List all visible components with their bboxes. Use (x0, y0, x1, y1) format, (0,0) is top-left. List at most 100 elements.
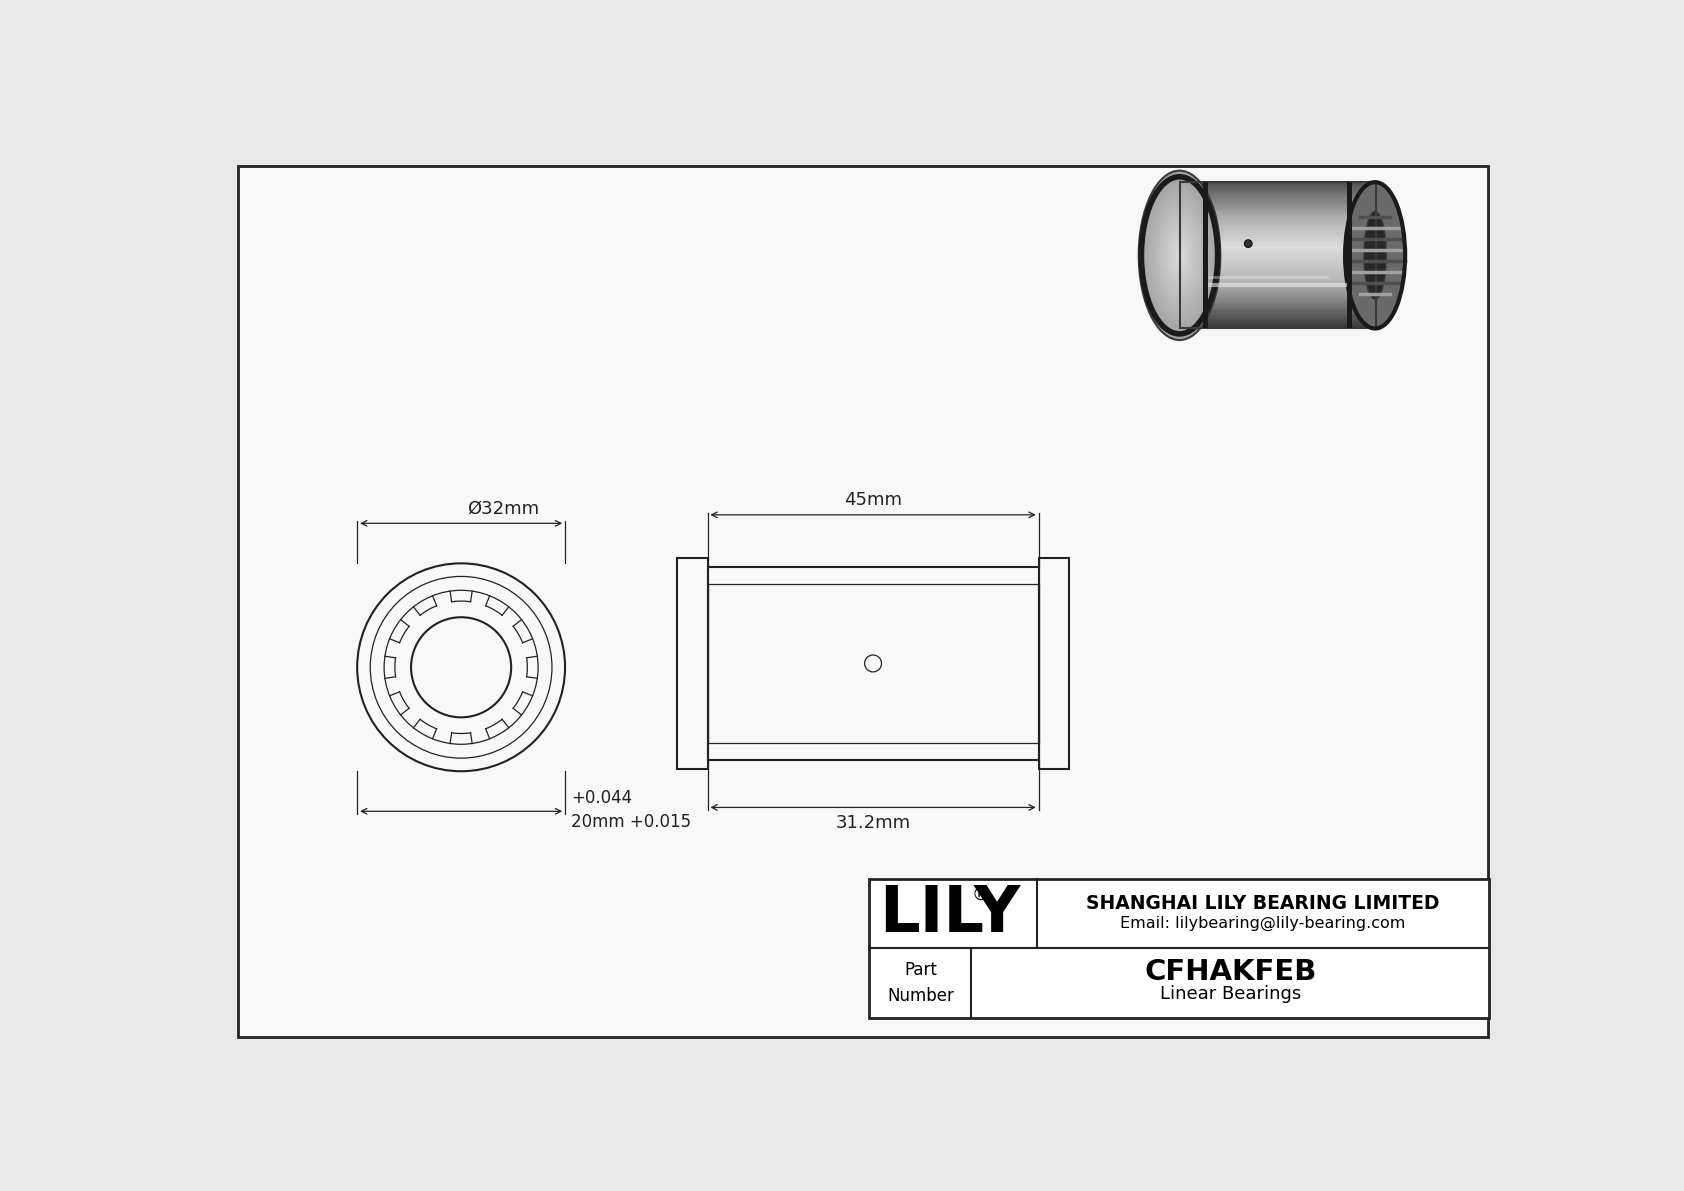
Bar (1179, 289, 1376, 292)
Bar (1179, 278, 1376, 280)
Bar (1179, 217, 1376, 219)
Bar (1179, 245, 1376, 248)
Bar (1179, 297, 1376, 299)
Ellipse shape (1167, 227, 1192, 283)
Ellipse shape (1346, 182, 1404, 329)
Bar (1179, 194, 1376, 197)
Text: CFHAKFEB: CFHAKFEB (1143, 959, 1317, 986)
Bar (1179, 201, 1376, 204)
Bar (1179, 182, 1376, 329)
Ellipse shape (1169, 235, 1189, 276)
Bar (1179, 326, 1376, 329)
Ellipse shape (1167, 230, 1192, 281)
Ellipse shape (1160, 216, 1199, 295)
Bar (1179, 248, 1376, 250)
Bar (1179, 308, 1376, 311)
Bar (1179, 257, 1376, 260)
Ellipse shape (1155, 205, 1204, 306)
Bar (1179, 255, 1376, 257)
Text: ®: ® (972, 886, 990, 904)
Bar (1179, 197, 1376, 199)
Text: 20mm +0.015: 20mm +0.015 (571, 812, 692, 831)
Bar (1179, 189, 1376, 192)
Bar (1179, 319, 1376, 322)
Text: +0.044: +0.044 (571, 788, 633, 806)
Bar (1179, 322, 1376, 324)
Ellipse shape (1150, 194, 1209, 317)
Bar (1179, 214, 1376, 217)
Ellipse shape (1164, 222, 1196, 289)
Bar (1179, 229, 1376, 231)
Bar (1179, 224, 1376, 226)
Bar (1179, 263, 1376, 266)
Ellipse shape (1138, 170, 1221, 341)
Bar (1179, 260, 1376, 263)
Ellipse shape (1145, 183, 1214, 328)
Ellipse shape (1159, 211, 1201, 300)
Bar (1179, 208, 1376, 212)
Ellipse shape (1143, 181, 1216, 330)
Bar (707, 567, 1039, 760)
Ellipse shape (1148, 192, 1211, 319)
Ellipse shape (1147, 187, 1212, 323)
Bar (1179, 299, 1376, 301)
Ellipse shape (1154, 200, 1206, 311)
Bar (1179, 182, 1376, 185)
Ellipse shape (1177, 249, 1182, 262)
Bar (869, 879, 1489, 1017)
Ellipse shape (1175, 247, 1184, 264)
Bar (1179, 241, 1376, 243)
Ellipse shape (1157, 208, 1202, 303)
Ellipse shape (1140, 175, 1218, 336)
Circle shape (1244, 239, 1253, 248)
Bar (1179, 222, 1376, 224)
Bar (677, 557, 707, 769)
Ellipse shape (1152, 198, 1207, 312)
Bar (1179, 275, 1376, 278)
Bar (1179, 231, 1376, 233)
Bar (1179, 268, 1376, 270)
Bar (1179, 192, 1376, 194)
Ellipse shape (1150, 197, 1207, 314)
Bar (1179, 236, 1376, 238)
Ellipse shape (1170, 236, 1189, 274)
Ellipse shape (1159, 213, 1201, 298)
Bar (1179, 306, 1376, 308)
Ellipse shape (1142, 177, 1218, 333)
Ellipse shape (1364, 212, 1386, 299)
Bar (1179, 266, 1376, 268)
Text: Email: lilybearing@lily-bearing.com: Email: lilybearing@lily-bearing.com (1120, 916, 1406, 931)
Bar (1179, 219, 1376, 222)
Bar (1179, 287, 1376, 289)
Text: 31.2mm: 31.2mm (835, 813, 911, 831)
Ellipse shape (1154, 202, 1206, 308)
Ellipse shape (1172, 241, 1187, 270)
Text: LILY: LILY (879, 883, 1021, 944)
Ellipse shape (1155, 206, 1202, 304)
Bar (1179, 317, 1376, 319)
Ellipse shape (1162, 217, 1197, 293)
Bar (1179, 226, 1376, 229)
Ellipse shape (1174, 245, 1184, 266)
Text: Ø32mm: Ø32mm (466, 500, 539, 518)
Bar (1179, 270, 1376, 273)
Ellipse shape (1164, 224, 1196, 287)
Ellipse shape (1145, 186, 1212, 325)
Ellipse shape (1172, 238, 1187, 273)
Bar (1179, 301, 1376, 304)
Bar (1179, 280, 1376, 282)
Bar (1179, 324, 1376, 326)
Bar (1179, 314, 1376, 317)
Bar (1179, 252, 1376, 255)
Bar (1179, 199, 1376, 201)
Bar (1179, 212, 1376, 214)
Ellipse shape (1148, 189, 1211, 322)
Bar (1179, 187, 1376, 189)
Text: 45mm: 45mm (844, 491, 903, 509)
Bar (1179, 311, 1376, 314)
Bar (1179, 206, 1376, 208)
Bar (1039, 557, 1069, 769)
Ellipse shape (1179, 254, 1180, 257)
Text: Linear Bearings: Linear Bearings (1160, 985, 1302, 1003)
Bar (1179, 304, 1376, 306)
